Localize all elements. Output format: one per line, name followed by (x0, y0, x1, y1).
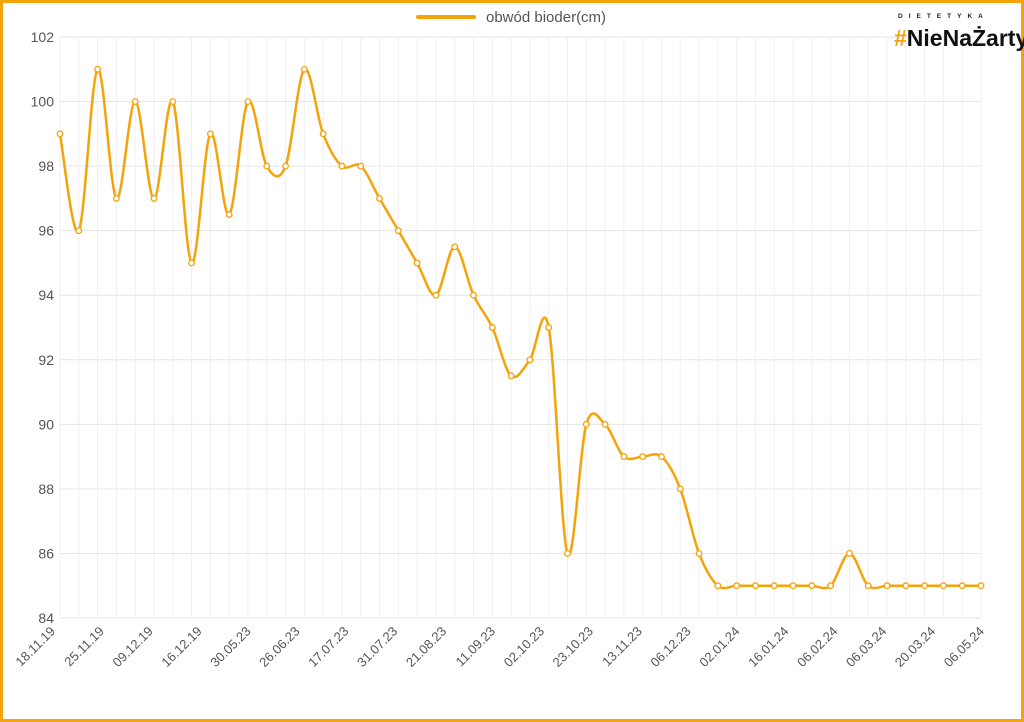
x-tick-label: 16.01.24 (745, 624, 791, 670)
x-tick-label: 06.03.24 (843, 624, 889, 670)
data-point[interactable] (902, 582, 910, 590)
x-tick-label: 02.01.24 (696, 624, 742, 670)
y-tick-label: 94 (38, 287, 54, 303)
data-point[interactable] (394, 227, 402, 235)
data-point[interactable] (827, 582, 835, 590)
data-point[interactable] (695, 549, 703, 557)
data-point[interactable] (488, 324, 496, 331)
x-tick-label: 16.12.19 (158, 624, 204, 670)
data-point[interactable] (112, 194, 120, 202)
data-point[interactable] (282, 162, 290, 170)
data-point[interactable] (507, 372, 515, 380)
y-tick-label: 86 (38, 545, 54, 561)
x-tick-label: 26.06.23 (256, 624, 302, 670)
x-tick-label: 06.02.24 (794, 624, 840, 670)
x-tick-label: 11.09.23 (452, 624, 498, 670)
data-point[interactable] (526, 356, 534, 364)
data-point[interactable] (676, 485, 684, 493)
x-tick-label: 17.07.23 (305, 624, 351, 670)
data-point[interactable] (188, 259, 196, 267)
data-point[interactable] (432, 291, 440, 299)
data-point[interactable] (413, 259, 421, 267)
x-axis-ticks: 18.11.19 25.11.19 09.12.19 16.12.19 30.05.23… (12, 624, 987, 670)
y-tick-label: 90 (38, 416, 54, 432)
data-point[interactable] (244, 98, 252, 106)
x-tick-label: 21.08.23 (403, 624, 449, 670)
y-tick-label: 98 (38, 158, 54, 174)
y-tick-label: 96 (38, 223, 54, 239)
data-point[interactable] (376, 194, 383, 202)
data-point[interactable] (75, 227, 83, 235)
data-point[interactable] (263, 162, 271, 170)
data-point[interactable] (357, 162, 365, 170)
data-point[interactable] (169, 98, 177, 106)
data-point[interactable] (883, 582, 891, 590)
y-tick-label: 84 (38, 610, 54, 626)
data-point[interactable] (564, 549, 571, 557)
data-point[interactable] (751, 582, 759, 590)
data-point[interactable] (977, 582, 985, 590)
data-point[interactable] (451, 243, 459, 251)
data-point[interactable] (639, 453, 647, 461)
data-point[interactable] (319, 130, 327, 138)
x-tick-label: 09.12.19 (110, 624, 156, 670)
x-tick-label: 25.11.19 (61, 624, 107, 670)
data-point[interactable] (545, 324, 553, 331)
data-point[interactable] (958, 582, 966, 590)
data-point[interactable] (658, 453, 665, 461)
data-point[interactable] (131, 98, 139, 106)
data-point[interactable] (864, 582, 872, 590)
data-point[interactable] (582, 420, 590, 428)
data-point[interactable] (56, 130, 64, 138)
data-point[interactable] (470, 291, 477, 299)
y-tick-label: 102 (31, 29, 55, 45)
data-point[interactable] (770, 582, 778, 590)
data-point[interactable] (845, 549, 853, 557)
y-tick-label: 88 (38, 481, 54, 497)
legend-label: obwód bioder(cm) (486, 9, 606, 26)
x-tick-label: 13.11.23 (599, 624, 645, 670)
data-point[interactable] (789, 582, 797, 590)
x-tick-label: 20.03.24 (892, 624, 938, 670)
data-point[interactable] (601, 420, 609, 428)
x-tick-label: 06.12.23 (647, 624, 693, 670)
y-tick-label: 92 (38, 352, 54, 368)
brand-name: NieNaŻarty (907, 25, 1024, 51)
data-point[interactable] (808, 582, 816, 590)
x-tick-label: 23.10.23 (550, 624, 596, 670)
data-point[interactable] (338, 162, 346, 170)
data-point[interactable] (620, 453, 628, 461)
brand-hash: # (894, 25, 907, 51)
x-tick-label: 02.10.23 (501, 624, 547, 670)
x-tick-label: 31.07.23 (354, 624, 400, 670)
data-point[interactable] (939, 582, 947, 590)
series-layer (56, 65, 985, 590)
legend[interactable]: obwód bioder(cm) (416, 9, 606, 26)
x-tick-label: 30.05.23 (207, 624, 253, 670)
data-point[interactable] (300, 65, 308, 73)
data-point[interactable] (921, 582, 929, 590)
x-tick-label: 18.11.19 (12, 624, 58, 670)
data-point[interactable] (206, 130, 214, 138)
brand-tagline: DIETETYKA (898, 13, 989, 20)
brand-logo: DIETETYKA #NieNaŻarty (894, 13, 1024, 51)
grid-lines (59, 36, 982, 619)
x-tick-label: 06.05.24 (941, 624, 987, 670)
data-point[interactable] (733, 582, 741, 590)
y-tick-label: 100 (31, 94, 55, 110)
brand-wordmark: #NieNaŻarty (894, 25, 1024, 51)
data-point[interactable] (150, 194, 158, 202)
data-point[interactable] (225, 211, 233, 218)
y-axis-ticks: 84 86 88 90 92 94 96 98 100 102 (31, 29, 55, 626)
data-point[interactable] (94, 65, 102, 73)
data-point[interactable] (714, 582, 722, 590)
series-line (58, 68, 981, 590)
